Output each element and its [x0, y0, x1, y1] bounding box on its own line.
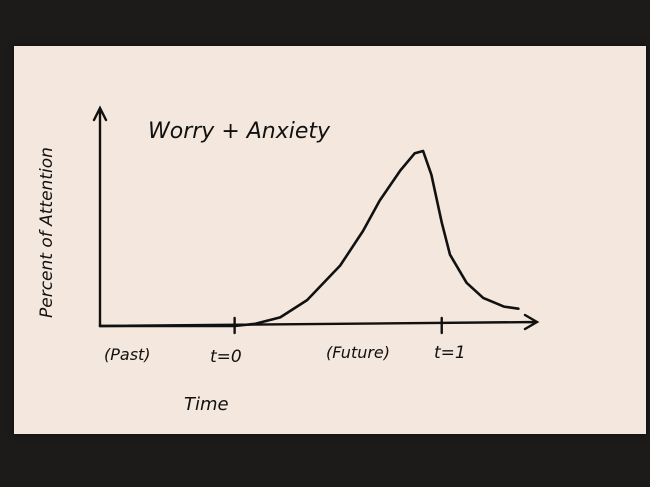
future-annotation: (Future) [326, 343, 390, 362]
x-axis-label: Time [184, 394, 229, 415]
past-annotation: (Past) [104, 345, 151, 364]
y-axis [92, 105, 108, 328]
tick-label-t1: t=1 [434, 343, 466, 363]
index-card [14, 46, 646, 434]
chart-title: Worry + Anxiety [148, 119, 331, 144]
y-axis-label: Percent of Attention [37, 147, 57, 318]
tick-label-t0: t=0 [210, 347, 242, 367]
worry-anxiety-curve [98, 149, 520, 328]
